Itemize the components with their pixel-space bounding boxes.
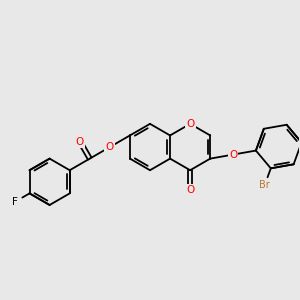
Text: Br: Br: [259, 180, 270, 190]
Text: O: O: [106, 142, 114, 152]
Text: O: O: [229, 150, 237, 160]
Text: F: F: [12, 196, 18, 207]
Text: O: O: [186, 119, 194, 129]
Text: O: O: [186, 185, 194, 195]
Text: O: O: [76, 136, 84, 147]
